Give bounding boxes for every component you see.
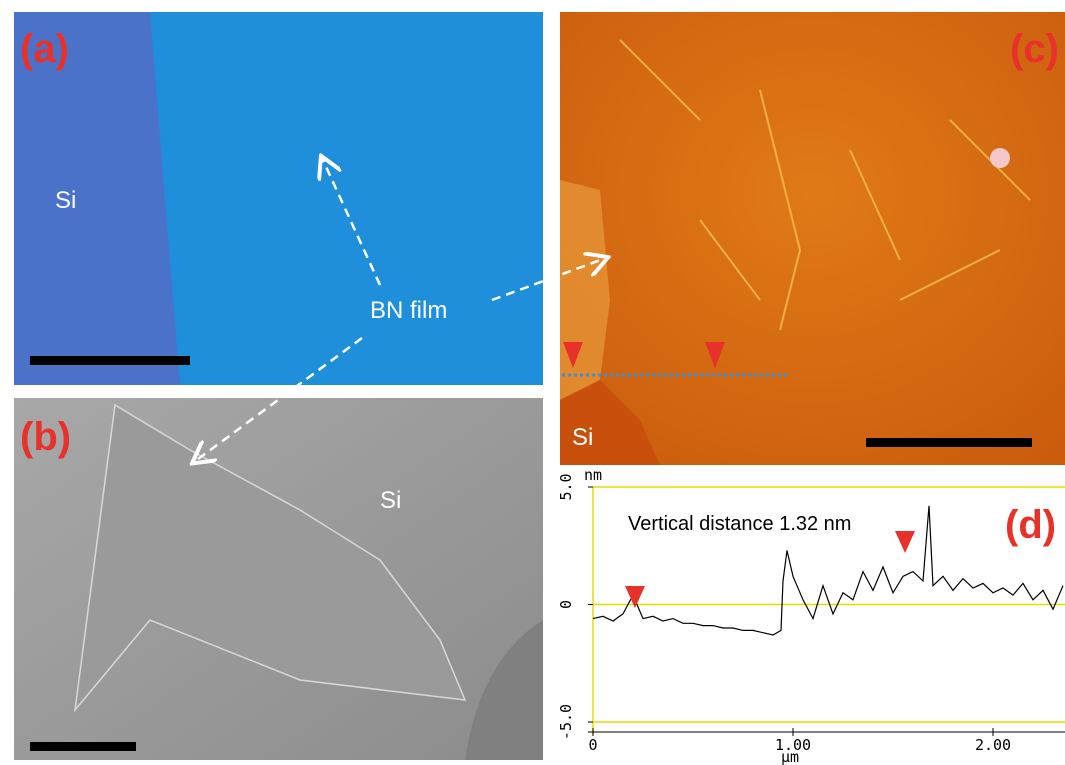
x-tick-label: 2.00 [975,736,1011,754]
x-axis-label: µm [781,748,799,765]
particle [990,148,1010,168]
scale-bar [30,742,136,751]
y-tick-label: 5.0 [557,473,575,500]
annotation: BN film [370,297,447,324]
panel-b: (b) Si [14,398,543,760]
afm-image [560,12,1065,465]
scale-bar [866,438,1032,447]
region-label: Si [572,424,593,451]
cursor-marker [895,531,915,553]
y-axis-label: nm [584,466,602,484]
region-label: Si [380,487,401,514]
panel-label: (c) [1010,27,1059,71]
scale-bar [30,356,190,365]
panel-label: (d) [1005,503,1056,547]
panel-label: (b) [20,415,71,459]
y-tick-label: -5.0 [557,704,575,740]
region-label: Si [55,187,76,214]
y-tick-label: 0 [557,600,575,609]
panel-label: (a) [20,27,69,71]
x-tick-label: 0 [588,736,597,754]
figure: (a) Si (b) Si (c) Si BN film -5.005.001.… [0,0,1065,765]
panel-c: (c) Si [560,12,1065,465]
panel-a: (a) Si [14,12,543,385]
annotation: Vertical distance 1.32 nm [628,513,851,535]
